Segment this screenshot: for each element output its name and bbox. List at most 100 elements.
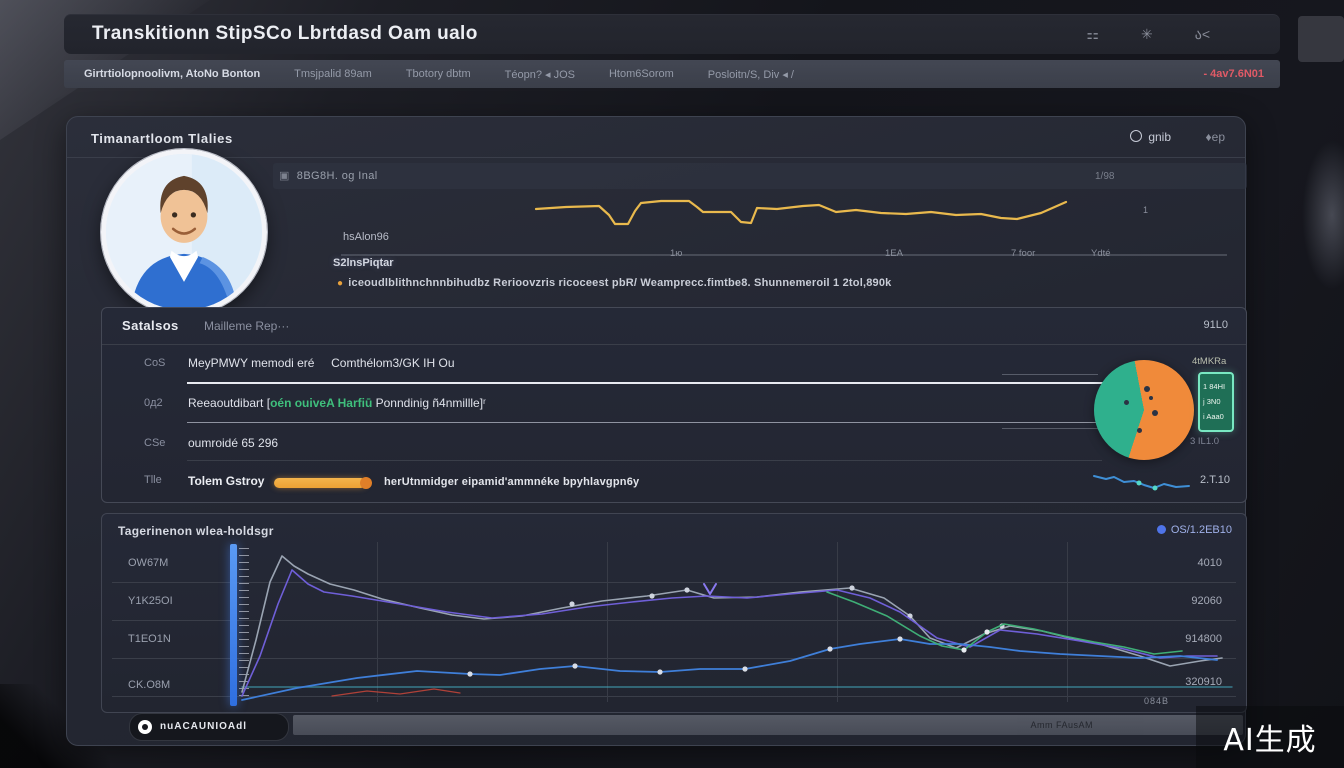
nav-item-3[interactable]: Téopn? ◂ JOS	[504, 68, 575, 81]
y-axis-value: 914800	[1185, 633, 1222, 645]
legend-box: 1 84HI j 3N0 i Aaa0	[1198, 372, 1234, 432]
legend-item: i Aaa0	[1203, 411, 1224, 421]
row-value: Reeaoutdibart [oén ouiveA Harfiū Ponndin…	[188, 396, 486, 410]
header-icons: ⚏ ✳ ა<	[1086, 14, 1210, 54]
legend-item: j 3N0	[1203, 396, 1221, 406]
footer-chip-label: nuACAUNIOAdl	[160, 721, 247, 732]
background-shape	[1298, 16, 1344, 62]
page-indicator: 1/98	[1095, 171, 1115, 182]
ai-watermark: AI生成	[1196, 706, 1344, 768]
trend-lines-chart	[241, 555, 1233, 701]
footer-scrollbar[interactable]: Amm FAusAM	[293, 715, 1243, 735]
blue-dot-icon	[1156, 525, 1166, 534]
gridline	[112, 658, 1236, 659]
footer-bar-text: Amm FAusAM	[1030, 720, 1093, 730]
row-key: Tlle	[144, 474, 162, 486]
footer-chip[interactable]: nuACAUNIOAdl	[129, 713, 289, 741]
gridline	[112, 696, 1236, 697]
value-bar	[230, 544, 237, 706]
gridline	[112, 582, 1236, 583]
legend-caption: 4tMKRa	[1192, 356, 1227, 367]
y-axis-label: Y1K25OI	[128, 595, 173, 607]
nav-item-5[interactable]: Posloitn/S, Div ◂ /	[707, 68, 794, 81]
row-key: 0д2	[144, 397, 163, 409]
row-value: MeyPMWY memodi eré Comthélom3/GK IH Ou	[188, 356, 455, 370]
circle-icon	[1130, 130, 1143, 142]
divider	[67, 157, 1245, 158]
nav-item-0[interactable]: Girtrtiolopnoolivm, AtoNo Bonton	[84, 68, 261, 80]
nav-item-4[interactable]: Htom6Sorom	[608, 68, 674, 80]
gridline	[377, 542, 378, 702]
stats-title: Satalsos	[122, 318, 179, 333]
row-label: Tolem Gstroy	[188, 474, 265, 488]
gridline	[112, 620, 1236, 621]
x-tick: 1EA	[885, 248, 903, 259]
progress-pill	[274, 478, 366, 488]
row-key: CoS	[144, 357, 166, 369]
highlighted-text: oén ouiveA Harfiū	[270, 396, 373, 410]
x-tick: 1ю	[670, 248, 683, 259]
pie-dot	[1149, 396, 1153, 400]
row-caption: herUtnmidger eipamid'ammnéke bpyhlavgpn6…	[384, 476, 640, 488]
divider	[187, 422, 1112, 423]
x-tick: Ydté	[1091, 248, 1111, 259]
row-sparkline-chart	[1093, 475, 1190, 491]
pie-dot	[1144, 386, 1150, 392]
overview-right-mark: 1	[1143, 205, 1149, 215]
profile-avatar[interactable]	[101, 149, 267, 315]
table-row: CoS MeyPMWY memodi eré Comthélom3/GK IH …	[102, 344, 1246, 384]
y-axis-label: OW67M	[128, 557, 169, 569]
overview-label-secondary: S2lnsPiqtar	[333, 257, 394, 269]
header-bar: Transkitionn StipSCo Lbrtdasd Oam ualo ⚏…	[64, 14, 1280, 54]
sparkline-value: 2.T.10	[1200, 474, 1230, 486]
overview-caption: ● iceoudlblithnchnnbihudbz Rerioovzris ri…	[337, 277, 892, 289]
legend-item: 1 84HI	[1203, 381, 1226, 391]
user-cursor-icon[interactable]: ა<	[1194, 25, 1210, 42]
nav-bar: Girtrtiolopnoolivm, AtoNo Bonton Tmsjpal…	[64, 60, 1280, 88]
refresh-button[interactable]: gnib	[1130, 130, 1171, 144]
background-shape	[1302, 140, 1344, 290]
trend-link[interactable]: OS/1.2EB10	[1156, 524, 1232, 536]
y-axis-value: 92060	[1191, 595, 1222, 607]
status-pie-chart	[1094, 360, 1194, 460]
y-axis-value: 320910	[1185, 676, 1222, 688]
overview-line-chart	[341, 199, 1227, 256]
ornament-badge-icon[interactable]: ⚏	[1086, 25, 1099, 42]
record-icon	[138, 720, 152, 734]
overview-header: ▣ 8BG8H. og Inal	[279, 170, 378, 182]
divider	[187, 460, 1102, 461]
gridline	[837, 542, 838, 702]
gridline	[1067, 542, 1068, 702]
row-key: CSe	[144, 437, 166, 449]
nav-item-1[interactable]: Tmsjpalid 89am	[294, 68, 372, 80]
panel-title: Timanartloom Tlalies	[91, 131, 233, 146]
trend-title: Tagerinenon wlea-holdsgr	[118, 524, 274, 538]
avatar-illustration	[106, 154, 262, 310]
bullet-icon: ●	[337, 278, 344, 289]
y-axis-label: CK.O8M	[128, 679, 171, 691]
pie-dot	[1137, 428, 1142, 433]
seal-icon[interactable]: ✳	[1140, 25, 1153, 42]
pie-dot	[1152, 410, 1158, 416]
nav-alert-value: - 4av7.6N01	[1203, 68, 1264, 80]
y-axis-label: T1EO1N	[128, 633, 171, 645]
table-row: CSe oumroidé 65 296	[102, 424, 1246, 464]
pie-dot	[1124, 400, 1129, 405]
pin-button[interactable]: ♦ep	[1205, 130, 1225, 144]
overview-header-strip	[273, 163, 1247, 189]
nav-item-2[interactable]: Tbotory dbtm	[405, 68, 471, 80]
stats-subtitle: Mailleme Rep···	[204, 319, 290, 333]
trend-card: Tagerinenon wlea-holdsgr OS/1.2EB10 OW67…	[101, 513, 1247, 713]
divider	[102, 344, 1246, 345]
corner-note: 084B	[1144, 696, 1170, 706]
scale-ticks	[239, 548, 249, 700]
y-axis-value: 4010	[1197, 557, 1222, 569]
divider-bright	[187, 382, 1112, 384]
app-title: Transkitionn StipSCo Lbrtdasd Oam ualo	[92, 23, 478, 44]
stats-header-value: 91L0	[1203, 319, 1228, 331]
x-tick: 7 foor	[1011, 248, 1036, 259]
overview-label-primary: hsAlon96	[343, 231, 389, 243]
row-value: oumroidé 65 296	[188, 436, 279, 450]
chart-icon: ▣	[279, 170, 290, 182]
gridline	[607, 542, 608, 702]
